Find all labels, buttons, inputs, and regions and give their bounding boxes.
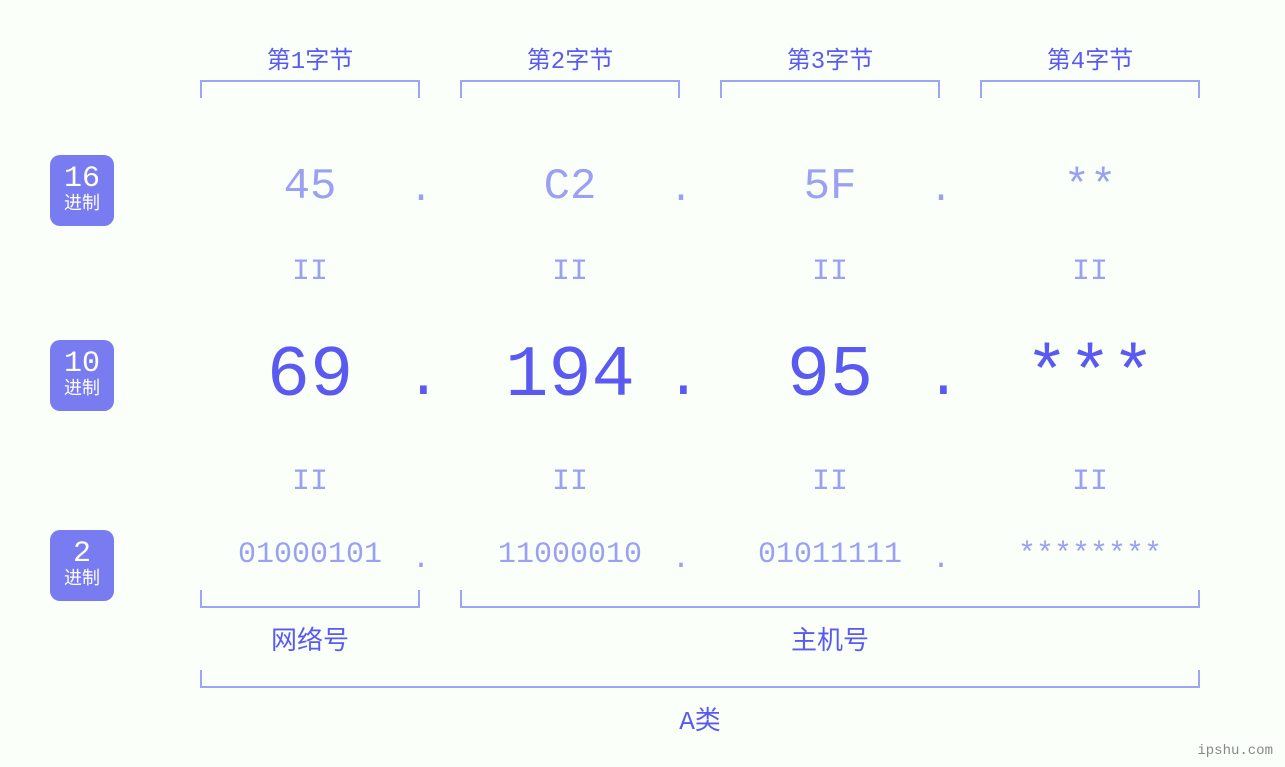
hex-separator: . xyxy=(666,172,696,210)
class-bracket xyxy=(200,670,1200,688)
base-badge-num: 16 xyxy=(64,163,100,196)
byte-header-bracket xyxy=(720,80,940,98)
equals-mark: II xyxy=(190,255,430,289)
equals-mark: II xyxy=(970,465,1210,499)
dec-value: 69 xyxy=(190,340,430,412)
byte-header-label: 第3字节 xyxy=(710,40,950,76)
bin-value: 01000101 xyxy=(190,540,430,570)
host-bracket xyxy=(460,590,1200,608)
base-badge-num: 2 xyxy=(64,538,100,571)
dec-separator: . xyxy=(666,351,696,409)
byte-header-label: 第4字节 xyxy=(970,40,1210,76)
bin-separator: . xyxy=(666,545,696,575)
bin-value: 11000010 xyxy=(450,540,690,570)
network-bracket xyxy=(200,590,420,608)
byte-header-bracket xyxy=(980,80,1200,98)
base-badge-bin: 2进制 xyxy=(50,530,114,601)
base-badge-hex: 16进制 xyxy=(50,155,114,226)
base-badge-dec: 10进制 xyxy=(50,340,114,411)
dec-separator: . xyxy=(406,351,436,409)
hex-value: 5F xyxy=(710,165,950,209)
hex-value: C2 xyxy=(450,165,690,209)
watermark: ipshu.com xyxy=(1197,743,1273,759)
equals-mark: II xyxy=(710,465,950,499)
byte-header-bracket xyxy=(200,80,420,98)
host-label: 主机号 xyxy=(460,620,1200,657)
base-badge-txt: 进制 xyxy=(64,571,100,591)
bin-separator: . xyxy=(926,545,956,575)
base-badge-txt: 进制 xyxy=(64,196,100,216)
hex-value: ** xyxy=(970,165,1210,209)
bin-separator: . xyxy=(406,545,436,575)
base-badge-num: 10 xyxy=(64,348,100,381)
network-label: 网络号 xyxy=(200,620,420,657)
byte-header-bracket xyxy=(460,80,680,98)
dec-value: 95 xyxy=(710,340,950,412)
equals-mark: II xyxy=(450,255,690,289)
bin-value: ******** xyxy=(970,540,1210,570)
dec-value: 194 xyxy=(450,340,690,412)
byte-header-label: 第1字节 xyxy=(190,40,430,76)
equals-mark: II xyxy=(710,255,950,289)
equals-mark: II xyxy=(970,255,1210,289)
class-label: A类 xyxy=(200,700,1200,737)
base-badge-txt: 进制 xyxy=(64,381,100,401)
hex-separator: . xyxy=(926,172,956,210)
dec-separator: . xyxy=(926,351,956,409)
equals-mark: II xyxy=(190,465,430,499)
dec-value: *** xyxy=(970,340,1210,412)
hex-value: 45 xyxy=(190,165,430,209)
equals-mark: II xyxy=(450,465,690,499)
hex-separator: . xyxy=(406,172,436,210)
byte-header-label: 第2字节 xyxy=(450,40,690,76)
bin-value: 01011111 xyxy=(710,540,950,570)
